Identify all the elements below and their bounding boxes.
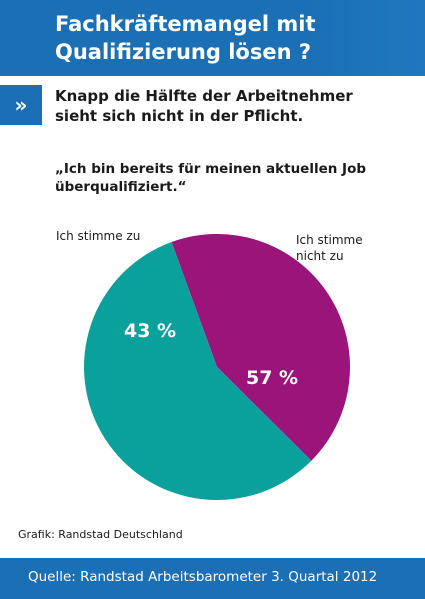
pie-label-agree: 43 % bbox=[124, 320, 177, 342]
legend-agree: Ich stimme zu bbox=[56, 229, 141, 243]
chevron-right-icon: » bbox=[0, 85, 42, 125]
header-banner: Fachkräftemangel mit Qualifizierung löse… bbox=[0, 0, 425, 76]
pie-slice-1 bbox=[83, 242, 312, 500]
legend-disagree: Ich stimme nicht zu bbox=[296, 233, 363, 263]
footer-banner: Quelle: Randstad Arbeitsbarometer 3. Qua… bbox=[0, 558, 425, 599]
source-note: Quelle: Randstad Arbeitsbarometer 3. Qua… bbox=[28, 569, 378, 585]
subtitle: Knapp die Hälfte der Arbeitnehmer sieht … bbox=[55, 87, 353, 125]
pie-label-disagree: 57 % bbox=[246, 367, 299, 389]
chart-credit: Grafik: Randstad Deutschland bbox=[18, 528, 183, 541]
page-title: Fachkräftemangel mit Qualifizierung löse… bbox=[55, 12, 316, 64]
pie-slice-0 bbox=[171, 234, 350, 461]
survey-question: „Ich bin bereits für meinen aktuellen Jo… bbox=[55, 161, 367, 195]
